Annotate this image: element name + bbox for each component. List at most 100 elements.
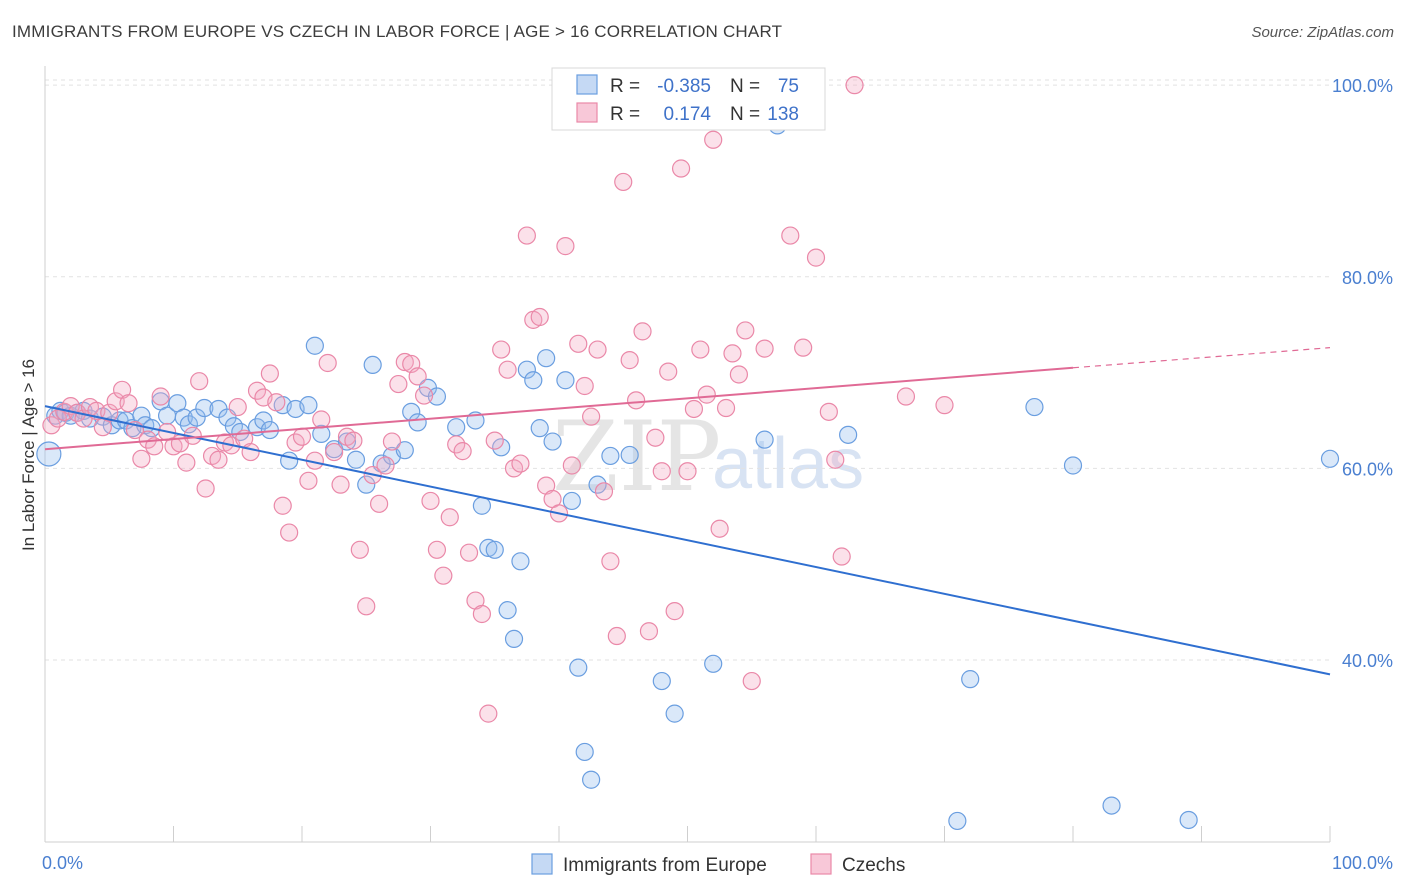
watermark-atlas: atlas (712, 424, 864, 504)
legend-label-immigrants: Immigrants from Europe (563, 855, 767, 876)
immigrants-point-60 (537, 349, 556, 368)
czechs-point-84 (582, 407, 601, 426)
correlation-legend: R = -0.385 N = 75 R = 0.174 N = 138 (551, 67, 826, 131)
czechs-point-99 (678, 462, 697, 481)
immigrants-point-48 (447, 418, 466, 437)
czechs-point-88 (607, 626, 626, 646)
czechs-point-96 (659, 362, 678, 381)
axes (44, 66, 1331, 843)
legend-n-value-1: 75 (778, 76, 799, 97)
immigrants-point-50 (472, 496, 491, 515)
czechs-point-49 (357, 597, 376, 616)
immigrants-point-61 (543, 432, 562, 451)
chart-title: IMMIGRANTS FROM EUROPE VS CZECH IN LABOR… (12, 22, 783, 41)
immigrants-point-65 (575, 742, 594, 762)
czechs-point-44 (325, 442, 344, 462)
czechs-point-74 (517, 226, 536, 245)
series-immigrants-points (36, 75, 1340, 831)
czechs-trend-line (44, 366, 1074, 451)
czechs-point-47 (344, 431, 363, 450)
immigrants-point-81 (1102, 796, 1121, 815)
czechs-point-112 (794, 338, 813, 357)
czechs-point-45 (331, 475, 350, 494)
czechs-point-55 (395, 352, 414, 372)
immigrants-point-63 (562, 491, 581, 511)
y-tick-label-1: 60.0% (1342, 459, 1393, 479)
immigrants-point-57 (517, 360, 536, 379)
legend-r-label-1: R = (610, 76, 640, 97)
czechs-point-119 (935, 396, 954, 415)
czechs-point-34 (260, 364, 279, 383)
czechs-point-61 (434, 566, 453, 585)
immigrants-point-47 (427, 387, 447, 406)
immigrants-point-83 (1320, 449, 1340, 468)
czechs-point-100 (684, 399, 704, 419)
czechs-point-116 (832, 547, 851, 566)
czechs-point-82 (569, 334, 588, 353)
czechs-point-76 (530, 307, 549, 327)
czechs-point-40 (299, 471, 318, 490)
czechs-point-111 (781, 226, 800, 245)
czechs-point-103 (704, 130, 723, 149)
czechs-point-115 (826, 450, 845, 469)
czechs-point-21 (177, 453, 196, 472)
czechs-point-62 (440, 508, 459, 527)
immigrants-point-43 (395, 441, 414, 460)
watermark: ZIP atlas (552, 401, 864, 513)
czechs-point-113 (806, 248, 826, 267)
immigrants-point-33 (299, 396, 318, 415)
y-tick-labels: 40.0% 60.0% 80.0% 100.0% (1332, 76, 1393, 671)
immigrants-point-40 (363, 355, 382, 375)
czechs-point-60 (427, 540, 447, 559)
czechs-point-110 (755, 339, 774, 358)
immigrants-point-45 (408, 413, 427, 432)
immigrants-point-56 (511, 552, 530, 571)
czechs-point-86 (594, 482, 614, 501)
czechs-point-65 (459, 543, 479, 562)
immigrants-point-76 (839, 425, 858, 444)
immigrants-point-62 (556, 371, 575, 390)
czechs-point-80 (556, 237, 575, 256)
czechs-point-92 (633, 322, 652, 341)
legend-swatch-czechs (810, 853, 832, 875)
immigrants-point-80 (1063, 456, 1083, 475)
czechs-point-1 (48, 409, 67, 428)
x-tick-labels: 0.0% 100.0% (42, 853, 1393, 873)
immigrants-point-51 (479, 538, 498, 557)
y-tick-label-3: 100.0% (1332, 76, 1393, 96)
immigrants-point-73 (755, 430, 774, 449)
czechs-point-48 (350, 540, 369, 559)
watermark-zip: ZIP (552, 401, 721, 513)
czechs-point-64 (453, 442, 472, 461)
czechs-point-109 (742, 671, 761, 691)
immigrants-point-69 (620, 445, 639, 465)
czechs-point-83 (575, 376, 594, 396)
legend-n-label-1: N = (730, 76, 760, 97)
czechs-point-14 (132, 449, 151, 468)
czechs-point-39 (292, 427, 312, 446)
legend-swatch-blue (576, 74, 598, 95)
czechs-point-36 (273, 496, 292, 515)
czechs-point-105 (716, 398, 736, 418)
czechs-point-98 (671, 159, 691, 178)
czechs-point-94 (646, 428, 665, 447)
immigrants-point-34 (305, 336, 324, 355)
immigrants-point-39 (357, 475, 376, 494)
legend-r-value-1: -0.385 (657, 76, 711, 97)
czechs-point-52 (376, 456, 395, 475)
czechs-point-53 (382, 432, 402, 451)
series-legend: Immigrants from Europe Czechs (531, 853, 905, 876)
czechs-point-42 (312, 410, 331, 429)
y-tick-label-0: 40.0% (1342, 651, 1393, 671)
x-tick-label-1: 100.0% (1332, 853, 1393, 873)
czechs-point-32 (247, 381, 267, 400)
immigrants-point-58 (524, 371, 543, 390)
czechs-point-57 (408, 367, 427, 386)
legend-n-label-2: N = (730, 104, 760, 125)
immigrants-point-71 (665, 704, 684, 723)
czechs-point-91 (626, 391, 646, 410)
immigrants-point-21 (187, 408, 206, 427)
czechs-point-85 (588, 340, 607, 359)
trend-lines (44, 347, 1331, 676)
immigrants-point-52 (485, 540, 504, 559)
